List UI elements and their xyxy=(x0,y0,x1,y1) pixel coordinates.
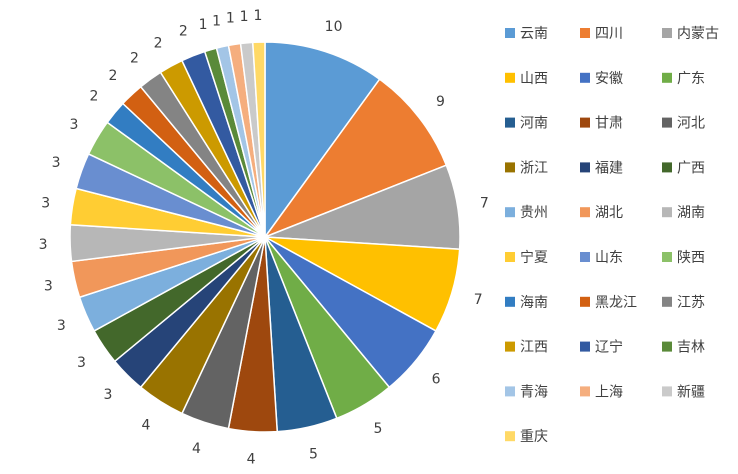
legend-swatch xyxy=(505,117,515,128)
legend-label: 湖南 xyxy=(677,205,705,221)
legend-swatch xyxy=(662,386,672,397)
legend-label: 安徽 xyxy=(595,71,623,87)
data-label: 2 xyxy=(109,68,118,84)
legend-label: 黑龙江 xyxy=(595,295,637,311)
legend-swatch xyxy=(580,72,590,83)
legend-swatch xyxy=(505,207,515,218)
legend-swatch xyxy=(505,431,515,442)
legend-swatch xyxy=(662,162,672,173)
legend-label: 山西 xyxy=(520,71,548,87)
legend-label: 浙江 xyxy=(520,160,548,176)
legend-swatch xyxy=(580,117,590,128)
legend-label: 江西 xyxy=(520,340,548,356)
legend-label: 宁夏 xyxy=(520,249,548,266)
data-label: 3 xyxy=(52,155,61,171)
legend-label: 吉林 xyxy=(677,340,705,356)
legend-label: 广西 xyxy=(677,160,705,176)
data-label: 3 xyxy=(69,117,78,133)
legend-label: 山东 xyxy=(595,250,623,266)
data-label: 7 xyxy=(474,292,483,308)
data-label: 1 xyxy=(226,11,235,27)
data-label: 7 xyxy=(480,195,489,211)
legend-label: 辽宁 xyxy=(595,339,623,356)
legend-swatch xyxy=(580,207,590,218)
legend-label: 海南 xyxy=(520,295,548,311)
data-label: 3 xyxy=(77,355,86,371)
data-label: 4 xyxy=(142,417,151,433)
data-label: 1 xyxy=(212,13,221,29)
data-label: 3 xyxy=(57,318,66,334)
legend-label: 新疆 xyxy=(677,384,705,400)
legend-swatch xyxy=(505,162,515,173)
legend-label: 甘肃 xyxy=(595,116,623,132)
data-label: 3 xyxy=(39,237,48,253)
data-label: 2 xyxy=(130,50,139,66)
legend-swatch xyxy=(662,252,672,262)
data-label: 3 xyxy=(41,195,50,211)
legend-swatch xyxy=(505,28,515,38)
pie-slices xyxy=(69,41,461,433)
legend-swatch xyxy=(662,117,672,128)
legend-swatch xyxy=(580,341,590,352)
data-label: 1 xyxy=(240,9,249,25)
legend-swatch xyxy=(580,252,590,262)
data-label: 1 xyxy=(199,17,208,33)
legend-swatch xyxy=(580,162,590,173)
legend-swatch xyxy=(580,296,590,307)
legend-label: 湖北 xyxy=(595,205,623,221)
data-label: 5 xyxy=(374,421,383,437)
legend-swatch xyxy=(505,341,515,352)
legend-label: 广东 xyxy=(677,71,705,87)
legend-label: 内蒙古 xyxy=(677,26,719,42)
legend-label: 陕西 xyxy=(677,250,705,266)
data-label: 4 xyxy=(247,452,256,468)
legend-label: 云南 xyxy=(520,26,548,42)
legend-swatch xyxy=(662,207,672,218)
legend-label: 贵州 xyxy=(520,205,548,221)
legend-swatch xyxy=(505,252,515,262)
legend-label: 四川 xyxy=(595,26,623,42)
legend-swatch xyxy=(662,72,672,83)
data-label: 2 xyxy=(154,36,163,52)
legend-swatch xyxy=(662,341,672,352)
data-label: 6 xyxy=(432,372,441,388)
data-label: 5 xyxy=(309,447,318,463)
pie-slice xyxy=(262,78,448,239)
legend-swatch xyxy=(662,28,672,38)
data-label: 9 xyxy=(436,94,445,110)
data-label: 3 xyxy=(104,387,113,403)
legend-label: 福建 xyxy=(595,160,623,176)
legend-label: 河南 xyxy=(520,116,548,132)
legend-label: 河北 xyxy=(677,116,705,132)
legend-label: 重庆 xyxy=(520,429,548,445)
legend-swatch xyxy=(662,296,672,307)
data-label: 10 xyxy=(325,19,343,35)
legend-label: 青海 xyxy=(520,384,548,400)
legend-swatch xyxy=(505,72,515,83)
legend-swatch xyxy=(580,386,590,397)
data-label: 4 xyxy=(192,441,201,457)
data-label: 2 xyxy=(179,24,188,40)
data-label: 1 xyxy=(254,8,263,24)
data-label: 3 xyxy=(44,278,53,294)
pie-slice xyxy=(251,41,266,238)
legend-label: 上海 xyxy=(595,384,623,400)
legend-swatch xyxy=(505,386,515,397)
legend-swatch xyxy=(580,28,590,38)
legend-swatch xyxy=(505,296,515,307)
pie-slice xyxy=(264,41,381,240)
legend-label: 江苏 xyxy=(677,295,705,311)
data-label: 2 xyxy=(89,89,98,105)
